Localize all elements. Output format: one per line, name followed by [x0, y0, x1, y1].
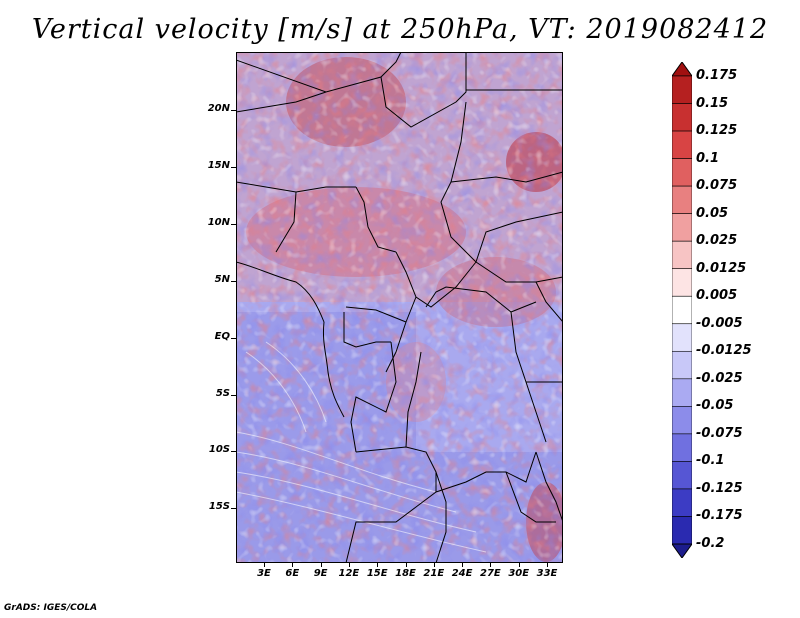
lat-tick	[231, 451, 236, 452]
lat-tick	[231, 110, 236, 111]
lon-label-30e: 30E	[508, 568, 530, 579]
colorbar-swatch	[672, 295, 692, 325]
lat-tick	[231, 167, 236, 168]
colorbar-swatch	[672, 516, 692, 545]
colorbar-swatch	[672, 488, 692, 517]
colorbar-label: -0.05	[696, 398, 734, 414]
colorbar-swatch	[672, 240, 692, 270]
colorbar-label: -0.175	[696, 508, 743, 524]
colorbar-label: 0.005	[696, 288, 738, 304]
lon-label-27e: 27E	[480, 568, 501, 579]
colorbar-swatch	[672, 213, 692, 242]
lon-tick	[490, 563, 492, 567]
colorbar-min-arrow	[672, 543, 692, 558]
colorbar-label: -0.025	[696, 370, 743, 386]
lat-tick	[231, 338, 236, 339]
lon-tick	[320, 563, 322, 567]
colorbar-label: 0.1	[696, 150, 720, 166]
colorbar-swatch	[672, 350, 692, 380]
lon-tick	[292, 563, 294, 567]
colorbar-label: 0.025	[696, 233, 738, 249]
colorbar-swatch	[672, 158, 692, 187]
lat-label-5n: 5N	[214, 274, 230, 285]
colorbar-label: -0.005	[696, 315, 743, 331]
colorbar-swatch	[672, 378, 692, 407]
lat-label-10n: 10N	[207, 217, 230, 228]
colorbar-swatch	[672, 75, 692, 104]
lon-label-3e: 3E	[257, 568, 271, 579]
colorbar-max-arrow	[672, 62, 692, 77]
colorbar-swatch	[672, 433, 692, 462]
colorbar-swatch	[672, 185, 692, 214]
lat-tick	[231, 281, 236, 282]
lat-tick	[231, 508, 236, 509]
colorbar-swatch	[672, 461, 692, 490]
lon-label-21e: 21E	[423, 568, 445, 579]
lon-tick	[518, 563, 520, 567]
lon-tick	[377, 563, 379, 567]
lon-tick	[348, 563, 350, 567]
lon-label-6e: 6E	[285, 568, 300, 579]
lat-label-15n: 15N	[207, 160, 230, 171]
lat-label-20n: 20N	[207, 103, 230, 114]
colorbar-label: 0.05	[696, 205, 729, 221]
colorbar-swatch	[672, 268, 692, 297]
lat-label-15s: 15S	[208, 501, 230, 512]
colorbar-label: 0.15	[696, 95, 729, 111]
lon-tick	[547, 563, 548, 567]
colorbar-swatch	[672, 323, 692, 352]
lon-tick	[433, 563, 435, 567]
colorbar-swatch	[672, 130, 692, 159]
lon-label-33e: 33E	[536, 568, 558, 579]
vertical-velocity-map	[236, 52, 563, 563]
lat-label-eq: EQ	[214, 331, 230, 342]
colorbar-label: -0.075	[696, 425, 743, 441]
colorbar-label: -0.2	[696, 536, 725, 551]
lat-tick	[231, 395, 236, 396]
colorbar-label: 0.075	[696, 178, 738, 194]
credit-label: GrADS: IGES/COLA	[4, 603, 98, 613]
colorbar-label: -0.1	[696, 453, 725, 469]
colorbar-label: -0.125	[696, 480, 743, 496]
lon-tick	[405, 563, 407, 567]
colorbar-label: 0.175	[696, 68, 738, 83]
lon-label-9e: 9E	[313, 568, 328, 579]
lon-label-18e: 18E	[395, 568, 416, 579]
lon-tick	[462, 563, 464, 567]
lon-label-15e: 15E	[366, 568, 388, 579]
lat-label-5s: 5S	[215, 388, 230, 399]
lat-label-10s: 10S	[208, 444, 230, 455]
lon-tick	[264, 563, 265, 567]
colorbar-label: 0.125	[696, 123, 738, 139]
chart-title: Vertical velocity [m/s] at 250hPa, VT: 2…	[31, 14, 769, 45]
lon-label-12e: 12E	[338, 568, 360, 579]
lat-tick	[231, 224, 236, 225]
colorbar-label: 0.0125	[696, 260, 747, 276]
colorbar	[672, 62, 692, 558]
lon-label-24e: 24E	[451, 568, 473, 579]
colorbar-swatch	[672, 406, 692, 435]
colorbar-swatch	[672, 103, 692, 132]
colorbar-label: -0.0125	[696, 343, 752, 359]
